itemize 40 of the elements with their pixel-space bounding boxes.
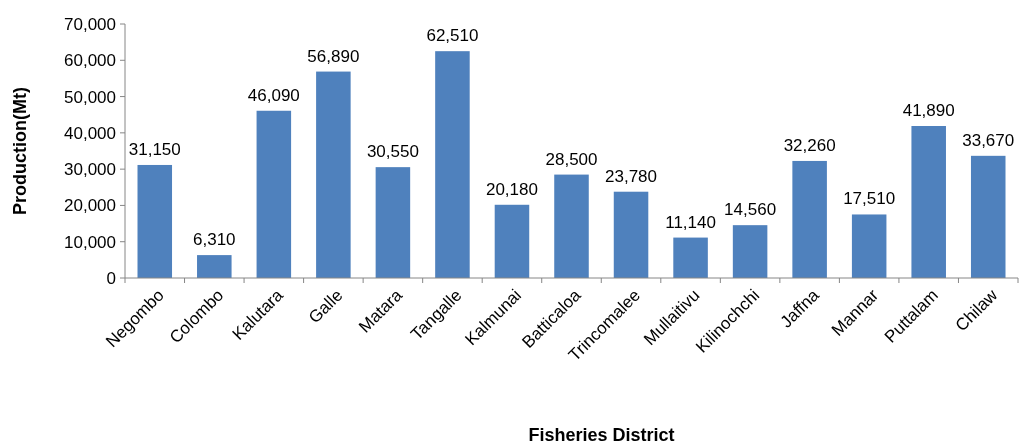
- data-label: 30,550: [366, 142, 419, 162]
- bar: [673, 237, 708, 278]
- y-tick-label: 0: [106, 268, 116, 288]
- bar: [851, 214, 887, 278]
- bar: [256, 110, 292, 278]
- data-label: 62,510: [426, 26, 479, 46]
- bar: [137, 164, 173, 278]
- data-label: 33,670: [962, 130, 1015, 150]
- bar: [613, 191, 649, 278]
- y-tick-label: 50,000: [64, 87, 116, 107]
- data-label: 56,890: [307, 46, 360, 66]
- bar: [375, 167, 411, 278]
- bar: [732, 225, 768, 278]
- bar: [435, 51, 470, 278]
- data-label: 31,150: [128, 139, 181, 159]
- y-tick-label: 30,000: [64, 160, 116, 180]
- x-axis-title: Fisheries District: [528, 425, 675, 445]
- bar: [792, 160, 827, 278]
- y-tick-label: 60,000: [64, 51, 116, 71]
- data-label: 6,310: [193, 230, 236, 250]
- y-tick-label: 10,000: [64, 232, 116, 252]
- bar: [197, 255, 232, 278]
- y-tick-label: 20,000: [64, 196, 116, 216]
- data-label: 32,260: [783, 135, 836, 155]
- bar: [554, 174, 589, 278]
- bar: [316, 71, 351, 278]
- data-label: 46,090: [247, 85, 300, 105]
- data-label: 17,510: [843, 189, 896, 209]
- data-label: 20,180: [485, 179, 538, 199]
- data-label: 28,500: [545, 149, 598, 169]
- data-label: 14,560: [724, 200, 777, 220]
- data-label: 23,780: [605, 166, 658, 186]
- y-axis-title: Production(Mt): [10, 87, 30, 215]
- y-tick-label: 40,000: [64, 123, 116, 143]
- bar: [970, 155, 1006, 278]
- data-label: 11,140: [665, 212, 716, 232]
- data-label: 41,890: [902, 101, 955, 120]
- y-tick-label: 70,000: [64, 14, 116, 34]
- bar: [494, 204, 530, 278]
- bar: [911, 126, 946, 278]
